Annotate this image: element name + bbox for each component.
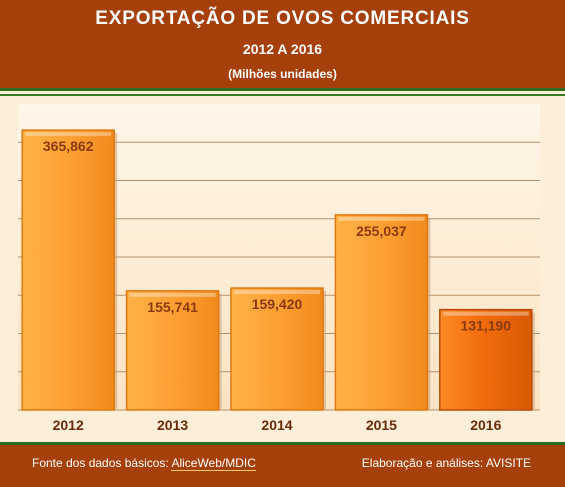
chart-header: EXPORTAÇÃO DE OVOS COMERCIAIS 2012 A 201… — [0, 0, 565, 91]
x-tick-labels: 2012 2013 2014 2015 2016 — [53, 417, 502, 433]
value-label: 155,741 — [147, 299, 198, 315]
bar-2016 — [439, 308, 533, 411]
value-label: 255,037 — [356, 223, 407, 239]
chart-subtitle: 2012 A 2016 — [242, 41, 323, 57]
bar-2012 — [21, 129, 115, 411]
bar-2015 — [334, 214, 429, 411]
x-tick-label: 2016 — [470, 417, 501, 433]
bar-bevel — [442, 311, 529, 316]
value-label: 365,862 — [43, 138, 94, 154]
value-label: 131,190 — [460, 318, 511, 334]
chart-footer: Fonte dos dados básicos: AliceWeb/MDIC E… — [0, 442, 565, 487]
value-labels: 365,862 155,741 159,420 255,037 131,190 — [43, 138, 511, 334]
source-name: AliceWeb/MDIC — [171, 456, 256, 471]
bars — [21, 129, 535, 411]
credit-note: Elaboração e análises: AVISITE — [361, 456, 531, 470]
bar-bevel — [129, 292, 216, 297]
source-note: Fonte dos dados básicos: AliceWeb/MDIC — [32, 456, 256, 471]
bar-2013 — [125, 290, 220, 411]
x-tick-label: 2012 — [53, 417, 84, 433]
header-divider — [0, 94, 565, 96]
bar-bevel — [25, 132, 112, 137]
x-tick-label: 2013 — [157, 417, 188, 433]
source-prefix: Fonte dos dados básicos: — [32, 456, 172, 470]
value-label: 159,420 — [252, 296, 303, 312]
chart-unit: (Milhões unidades) — [228, 67, 337, 81]
chart-title: EXPORTAÇÃO DE OVOS COMERCIAIS — [95, 8, 470, 29]
bar-2014 — [230, 287, 324, 411]
bar-bevel — [234, 290, 320, 295]
bar-bevel — [338, 216, 425, 221]
x-tick-label: 2014 — [261, 417, 292, 433]
x-tick-label: 2015 — [366, 417, 397, 433]
